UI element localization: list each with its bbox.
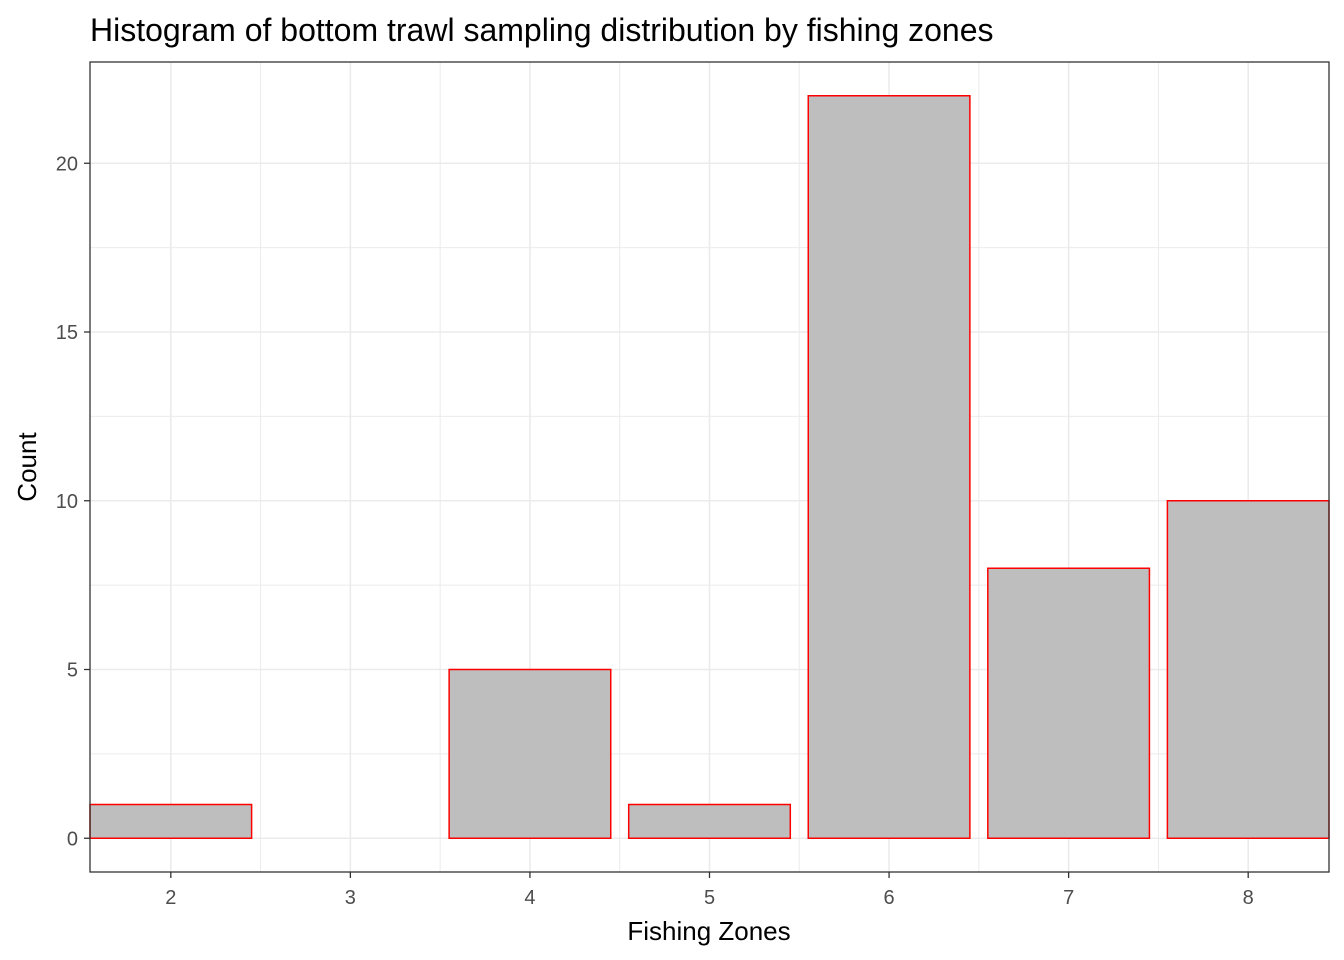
y-tick-label: 20 [56,153,78,175]
x-axis-title: Fishing Zones [627,916,790,946]
bar-zone-5 [627,803,792,839]
bar-zone-8 [1166,500,1330,839]
minor-gridlines [90,62,1329,872]
y-axis: 0 5 10 15 20 [56,153,90,850]
bars [89,95,1330,839]
bar-zone-2 [89,803,253,839]
x-tick-label: 7 [1063,887,1074,909]
chart-title: Histogram of bottom trawl sampling distr… [90,12,994,48]
y-tick-label: 0 [67,828,78,850]
x-tick-label: 5 [704,887,715,909]
x-tick-label: 3 [345,887,356,909]
x-axis: 2 3 4 5 6 7 8 [165,872,1254,909]
x-tick-label: 2 [165,887,176,909]
y-axis-title: Count [12,432,42,502]
bar-zone-6 [807,95,971,839]
y-tick-label: 15 [56,322,78,344]
x-tick-label: 4 [524,887,535,909]
x-tick-label: 8 [1243,887,1254,909]
bar-zone-7 [987,567,1151,839]
y-tick-label: 10 [56,491,78,513]
bar-zone-4 [448,668,612,839]
x-tick-label: 6 [884,887,895,909]
y-tick-label: 5 [67,660,78,682]
